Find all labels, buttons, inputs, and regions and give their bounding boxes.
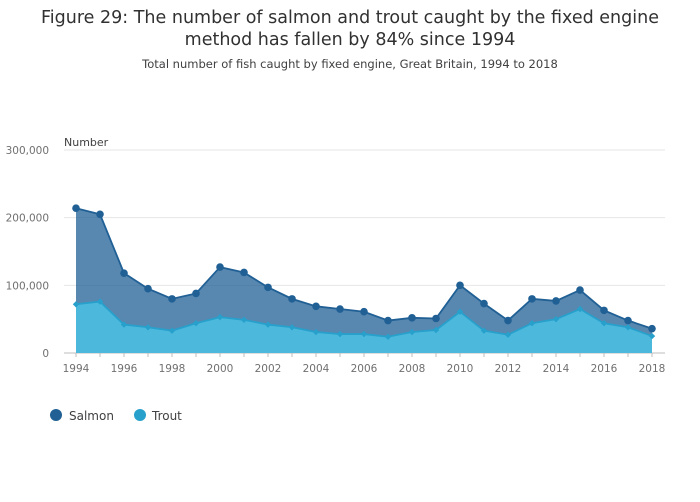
point-salmon (360, 307, 368, 316)
point-trout (648, 332, 656, 340)
area-trout (76, 301, 652, 353)
legend-label: Trout (151, 409, 182, 423)
point-salmon (120, 269, 128, 277)
point-trout (576, 305, 584, 313)
point-salmon (288, 295, 296, 303)
point-trout (336, 330, 344, 338)
point-salmon (576, 286, 584, 294)
point-salmon (648, 324, 656, 333)
point-trout (360, 330, 368, 338)
point-salmon (528, 295, 536, 303)
chart-subtitle: Total number of fish caught by fixed eng… (142, 57, 558, 71)
point-salmon (144, 284, 152, 293)
chart-title: Figure 29: The number of salmon and trou… (41, 8, 659, 50)
point-trout (384, 333, 392, 340)
point-trout (264, 321, 272, 328)
x-tick-label: 1994 (63, 363, 90, 375)
point-salmon (312, 302, 320, 311)
point-salmon (480, 299, 488, 308)
y-tick-label: 0 (42, 348, 49, 360)
y-axis-ticks: 0 100,000 200,000 300,000 (6, 145, 49, 360)
x-tick-label: 2000 (207, 363, 234, 375)
point-salmon (408, 314, 416, 322)
legend-item-trout[interactable]: Trout (134, 409, 182, 423)
point-salmon (624, 316, 632, 325)
point-salmon (96, 210, 104, 219)
y-tick-label: 100,000 (6, 280, 49, 292)
point-trout (432, 326, 440, 334)
x-tick-label: 2008 (399, 363, 426, 375)
x-tick-label: 1998 (159, 363, 186, 375)
point-salmon (240, 268, 248, 277)
x-tick-label: 2002 (255, 363, 282, 375)
point-trout (192, 320, 200, 327)
point-salmon (432, 314, 440, 323)
legend-swatch (50, 409, 62, 421)
legend-item-salmon[interactable]: Salmon (50, 409, 114, 423)
x-axis: 1994 1996 1998 2000 2002 2004 2006 2008 2010 2012… (63, 353, 666, 375)
legend-label: Salmon (69, 409, 114, 423)
x-tick-label: 2010 (447, 363, 474, 375)
point-salmon (216, 263, 224, 271)
point-salmon (552, 297, 560, 305)
y-tick-label: 300,000 (6, 145, 49, 157)
point-trout (528, 320, 536, 327)
point-trout (552, 315, 560, 323)
data-points (72, 204, 656, 340)
point-trout (480, 327, 488, 334)
point-trout (216, 313, 224, 321)
point-salmon (384, 316, 392, 325)
point-trout (288, 324, 296, 331)
point-salmon (600, 306, 608, 315)
legend-swatch (134, 409, 146, 421)
x-tick-label: 2014 (543, 363, 570, 375)
point-salmon (168, 295, 176, 303)
point-trout (600, 320, 608, 327)
x-tick-label: 1996 (111, 363, 138, 375)
x-tick-label: 2016 (591, 363, 618, 375)
point-trout (624, 324, 632, 331)
point-trout (144, 324, 152, 331)
point-trout (312, 328, 320, 336)
point-salmon (456, 281, 464, 290)
point-trout (240, 316, 248, 324)
point-salmon (264, 283, 272, 292)
point-salmon (504, 316, 512, 325)
point-trout (504, 331, 512, 338)
y-axis-label: Number (64, 136, 109, 149)
point-trout (96, 298, 104, 305)
y-tick-label: 200,000 (6, 213, 49, 225)
x-tick-label: 2012 (495, 363, 522, 375)
legend[interactable]: Salmon Trout (50, 409, 182, 423)
x-tick-label: 2006 (351, 363, 378, 375)
point-trout (456, 308, 464, 315)
x-tick-label: 2018 (639, 363, 666, 375)
point-salmon (192, 289, 200, 298)
point-trout (120, 321, 128, 328)
point-trout (408, 328, 416, 336)
point-salmon (72, 204, 80, 212)
point-salmon (336, 305, 344, 313)
point-trout (72, 301, 80, 308)
x-tick-label: 2004 (303, 363, 330, 375)
point-trout (168, 327, 176, 334)
